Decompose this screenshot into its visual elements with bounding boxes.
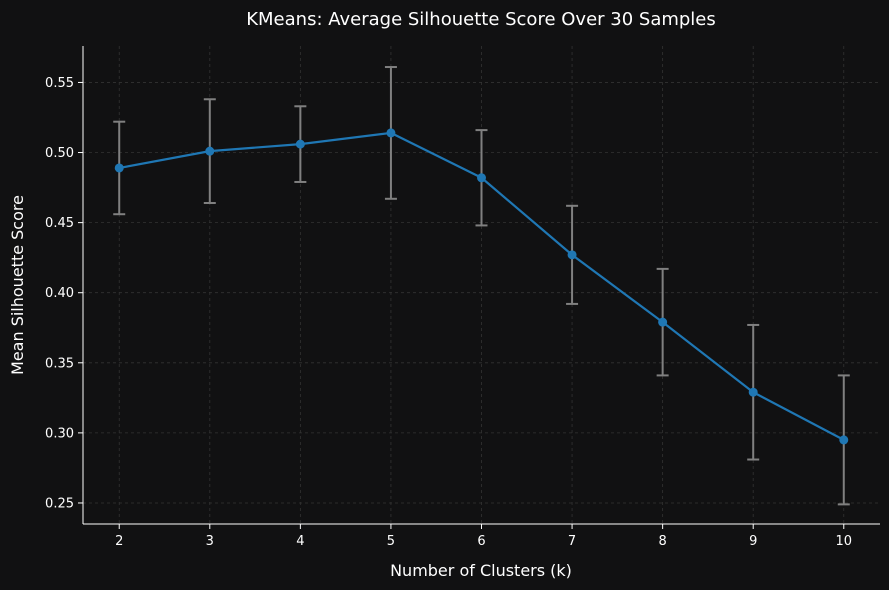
x-tick-label: 4	[296, 534, 304, 549]
data-point	[658, 317, 668, 327]
x-tick-label: 10	[835, 534, 852, 549]
y-tick-label: 0.35	[45, 356, 74, 371]
chart-title: KMeans: Average Silhouette Score Over 30…	[246, 9, 716, 30]
x-tick-label: 9	[749, 534, 757, 549]
x-tick-label: 5	[387, 534, 395, 549]
y-tick-label: 0.50	[45, 146, 74, 161]
data-point	[839, 435, 849, 445]
x-tick-label: 3	[206, 534, 214, 549]
data-point	[477, 173, 486, 183]
y-tick-label: 0.30	[45, 426, 74, 441]
data-point	[205, 146, 215, 156]
data-point	[567, 250, 577, 260]
y-tick-label: 0.40	[45, 286, 74, 301]
label-layer: 2 3 4 5 6 7 8 9 10 0.25 0.30 0.35 0.40 0.45 0.50 0.55	[45, 76, 852, 549]
x-tick-label: 8	[658, 534, 666, 549]
y-tick-label: 0.55	[45, 76, 74, 91]
y-tick-label: 0.25	[45, 496, 74, 511]
data-point	[386, 128, 396, 138]
data-point	[748, 387, 758, 397]
x-tick-label: 6	[477, 534, 485, 549]
y-tick-label: 0.45	[45, 216, 74, 231]
series-layer	[114, 128, 849, 445]
y-axis-title: Mean Silhouette Score	[8, 195, 27, 375]
axis-layer	[78, 46, 880, 529]
x-tick-label: 7	[568, 534, 576, 549]
x-tick-label: 2	[115, 534, 123, 549]
x-axis-title: Number of Clusters (k)	[390, 561, 572, 580]
data-point	[295, 139, 305, 149]
data-point	[114, 163, 124, 173]
